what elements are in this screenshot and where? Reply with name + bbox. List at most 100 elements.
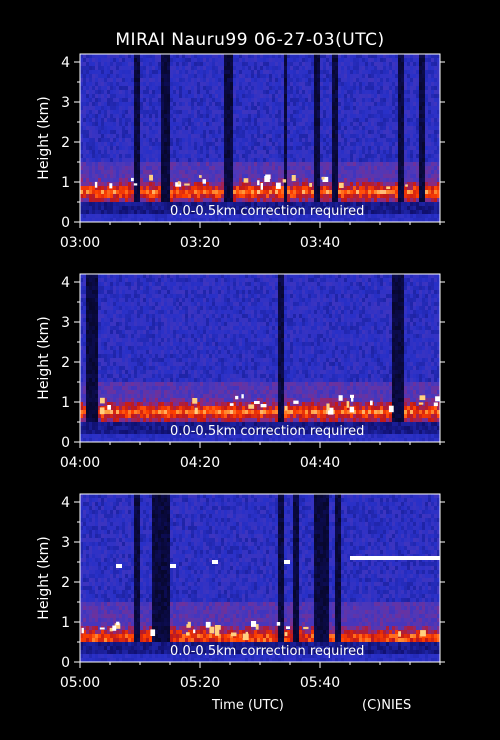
heatmap-cell [113,98,117,103]
heatmap-cell [395,86,399,91]
heatmap-cell [161,82,165,87]
heatmap-cell [98,54,102,59]
heatmap-cell [431,166,435,171]
heatmap-cell [218,174,222,179]
heatmap-cell [398,146,402,151]
heatmap-cell [203,166,207,171]
heatmap-cell [149,126,153,131]
heatmap-cell [434,122,438,127]
heatmap-cell [263,134,267,139]
heatmap-cell [242,78,246,83]
heatmap-cell [254,166,258,171]
heatmap-cell [245,146,249,151]
heatmap-cell [194,158,198,163]
heatmap-cell [254,98,258,103]
heatmap-cell [383,70,387,75]
heatmap-cell [215,146,219,151]
heatmap-cell [362,186,366,191]
heatmap-cell [188,202,192,207]
heatmap-cell [107,158,111,163]
heatmap-cell [407,138,411,143]
heatmap-cell [365,214,369,219]
heatmap-cell [119,82,123,87]
heatmap-cell [233,130,237,135]
heatmap-cell [314,182,318,187]
heatmap-cell [257,102,261,107]
heatmap-cell [407,122,411,127]
heatmap-cell [158,146,162,151]
heatmap-cell [374,182,378,187]
heatmap-cell [335,114,339,119]
heatmap-cell [404,206,408,211]
heatmap-cell [398,102,402,107]
heatmap-cell [392,106,396,111]
heatmap-cell [182,106,186,111]
heatmap-cell [251,66,255,71]
heatmap-cell [287,178,291,183]
heatmap-cell [248,86,252,91]
heatmap-cell [428,210,432,215]
heatmap-cell [272,102,276,107]
heatmap-cell [398,62,402,67]
heatmap-cell [149,182,153,187]
heatmap-cell [428,126,432,131]
heatmap-cell [98,138,102,143]
heatmap-cell [320,86,324,91]
heatmap-cell [338,202,342,207]
heatmap-cell [191,166,195,171]
heatmap-cell [113,194,117,199]
heatmap-cell [173,142,177,147]
heatmap-cell [209,102,213,107]
heatmap-cell [296,138,300,143]
heatmap-cell [86,82,90,87]
heatmap-cell [419,154,423,159]
heatmap-cell [80,142,84,147]
heatmap-cell [95,138,99,143]
heatmap-cell [413,142,417,147]
heatmap-cell [194,194,198,199]
heatmap-cell [191,218,195,223]
heatmap-cell [182,142,186,147]
heatmap-cell [143,150,147,155]
heatmap-cell [134,210,138,215]
heatmap-cell [263,70,267,75]
heatmap-cell [155,158,159,163]
heatmap-cell [365,98,369,103]
heatmap-cell [203,66,207,71]
heatmap-cell [371,54,375,59]
heatmap-cell [155,102,159,107]
heatmap-cell [278,150,282,155]
heatmap-cell [371,126,375,131]
heatmap-cell [329,122,333,127]
heatmap-cell [200,58,204,63]
heatmap-cell [275,126,279,131]
heatmap-cell [263,110,267,115]
heatmap-cell [197,186,201,191]
heatmap-cell [80,138,84,143]
heatmap-cell [236,106,240,111]
heatmap-cell [293,194,297,199]
heatmap-cell [131,218,135,223]
heatmap-cell [104,198,108,203]
heatmap-cell [410,78,414,83]
heatmap-cell [314,70,318,75]
heatmap-cell [176,150,180,155]
heatmap-cell [227,186,231,191]
heatmap-cell [107,54,111,59]
heatmap-cell [275,114,279,119]
heatmap-cell [107,74,111,79]
heatmap-cell [149,210,153,215]
heatmap-cell [161,94,165,99]
heatmap-cell [317,202,321,207]
heatmap-cell [329,70,333,75]
heatmap-cell [422,114,426,119]
heatmap-cell [98,158,102,163]
heatmap-cell [407,206,411,211]
heatmap-cell [368,162,372,167]
heatmap-cell [170,162,174,167]
heatmap-cell [344,194,348,199]
heatmap-cell [401,118,405,123]
heatmap-cell [152,182,156,187]
heatmap-cell [209,182,213,187]
heatmap-cell [410,210,414,215]
